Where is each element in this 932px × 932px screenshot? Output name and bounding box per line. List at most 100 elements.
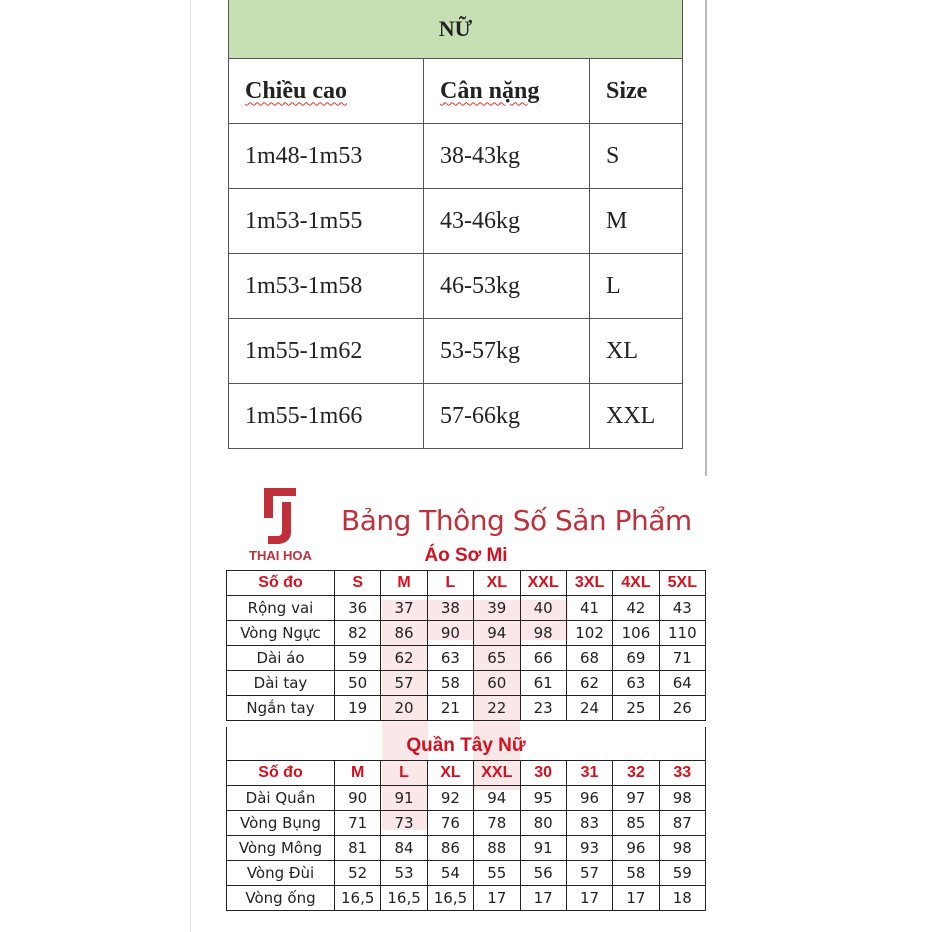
table-cell: 17: [565, 885, 614, 911]
table-cell: 97: [612, 785, 660, 811]
table-row: Dài tay 50 57 58 60 61 62 63 64: [226, 670, 707, 696]
table-cell: 85: [612, 810, 660, 836]
header-size: Size: [589, 58, 683, 124]
table-row: Vòng Mông 81 84 86 88 91 93 96 98: [226, 835, 707, 861]
table-cell: 81: [333, 835, 382, 861]
column-header: 31: [565, 760, 614, 786]
page-edge-right: [705, 0, 707, 476]
table-row: 1m48-1m53 38-43kg S: [228, 123, 683, 189]
table-cell: 91: [380, 785, 428, 811]
table-cell: 82: [333, 620, 382, 646]
table-cell: XXL: [589, 383, 683, 449]
table-cell: 57-66kg: [423, 383, 590, 449]
table-cell: 1m48-1m53: [228, 123, 424, 189]
table-cell: 58: [426, 670, 475, 696]
header-row: Số đo S M L XL XXL 3XL 4XL 5XL: [226, 570, 707, 596]
table-cell: 21: [426, 695, 475, 721]
table-cell: 16,5: [380, 885, 428, 911]
column-header: 4XL: [612, 570, 660, 596]
table-cell: 73: [380, 810, 428, 836]
table-cell: 98: [519, 620, 567, 646]
table-cell: 38-43kg: [423, 123, 590, 189]
table-cell: 106: [612, 620, 660, 646]
table-cell: 62: [565, 670, 614, 696]
table-cell: 90: [426, 620, 475, 646]
table-cell: 16,5: [426, 885, 475, 911]
table-cell: 83: [565, 810, 614, 836]
page-edge-left: [190, 0, 191, 932]
table-cell: XL: [589, 318, 683, 384]
row-label: Dài tay: [226, 670, 335, 696]
column-header: 33: [658, 760, 707, 786]
table-cell: 37: [380, 595, 428, 621]
row-label: Vòng Bụng: [226, 810, 335, 836]
table-cell: 1m55-1m62: [228, 318, 424, 384]
row-label: Vòng Ngực: [226, 620, 335, 646]
pants-title-row: [226, 727, 706, 760]
table-cell: 42: [612, 595, 660, 621]
table-cell: 25: [612, 695, 660, 721]
table-cell: 63: [612, 670, 660, 696]
table-cell: 52: [333, 860, 382, 886]
table-cell: 59: [658, 860, 707, 886]
column-header: Số đo: [226, 570, 335, 596]
table-cell: 22: [473, 695, 521, 721]
column-header: L: [380, 760, 428, 786]
column-header: S: [333, 570, 382, 596]
table-cell: 71: [333, 810, 382, 836]
table-row: Vòng Ngực 82 86 90 94 98 102 106 110: [226, 620, 707, 646]
row-label: Vòng Đùi: [226, 860, 335, 886]
column-header: XXL: [519, 570, 567, 596]
thai-hoa-logo: [264, 488, 296, 544]
women-size-table: NỮ Chiều cao Cân nặng Size 1m48-1m53 38-4…: [228, 0, 683, 449]
table-cell: 43-46kg: [423, 188, 590, 254]
product-title: Bảng Thông Số Sản Phẩm: [341, 504, 692, 537]
column-header: 3XL: [565, 570, 614, 596]
brand-name: THAI HOA: [249, 548, 312, 563]
table-cell: 64: [658, 670, 707, 696]
column-header: 30: [519, 760, 567, 786]
pants-size-table: Số đo M L XL XXL 30 31 32 33 Dài Quần 90 91 92 94 95 96…: [226, 760, 707, 911]
table-cell: 57: [380, 670, 428, 696]
table-cell: 102: [565, 620, 614, 646]
table-cell: 23: [519, 695, 567, 721]
table-cell: 36: [333, 595, 382, 621]
table-cell: 78: [473, 810, 521, 836]
column-header: 5XL: [658, 570, 707, 596]
table-row: Vòng ống 16,5 16,5 16,5 17 17 17 17 18: [226, 885, 707, 911]
table-cell: 54: [426, 860, 475, 886]
table-cell: 91: [519, 835, 567, 861]
table-row: Vòng Bụng 71 73 76 78 80 83 85 87: [226, 810, 707, 836]
table-cell: 68: [565, 645, 614, 671]
column-header: M: [380, 570, 428, 596]
table-cell: 53-57kg: [423, 318, 590, 384]
table-cell: 60: [473, 670, 521, 696]
row-label: Vòng ống: [226, 885, 335, 911]
table-cell: 62: [380, 645, 428, 671]
table-row: Dài áo 59 62 63 65 66 68 69 71: [226, 645, 707, 671]
table-cell: 110: [658, 620, 707, 646]
table-row: Rộng vai 36 37 38 39 40 41 42 43: [226, 595, 707, 621]
row-label: Rộng vai: [226, 595, 335, 621]
table-row: 1m53-1m58 46-53kg L: [228, 253, 683, 319]
table-cell: 88: [473, 835, 521, 861]
table-cell: L: [589, 253, 683, 319]
shirt-size-table: Số đo S M L XL XXL 3XL 4XL 5XL Rộng vai 36 37 38 39 40…: [226, 570, 707, 721]
table-cell: 71: [658, 645, 707, 671]
column-header: 32: [612, 760, 660, 786]
table-cell: 86: [380, 620, 428, 646]
header-height: Chiều cao: [245, 77, 347, 104]
table-cell: 38: [426, 595, 475, 621]
table-cell: 61: [519, 670, 567, 696]
table-cell: 17: [612, 885, 660, 911]
table-cell: 43: [658, 595, 707, 621]
table-cell: 66: [519, 645, 567, 671]
table-cell: 95: [519, 785, 567, 811]
table-cell: 17: [519, 885, 567, 911]
table-cell: 40: [519, 595, 567, 621]
header-weight: Cân nặng: [440, 77, 540, 104]
row-label: Vòng Mông: [226, 835, 335, 861]
row-label: Dài áo: [226, 645, 335, 671]
row-label: Dài Quần: [226, 785, 335, 811]
table-cell: 1m53-1m55: [228, 188, 424, 254]
